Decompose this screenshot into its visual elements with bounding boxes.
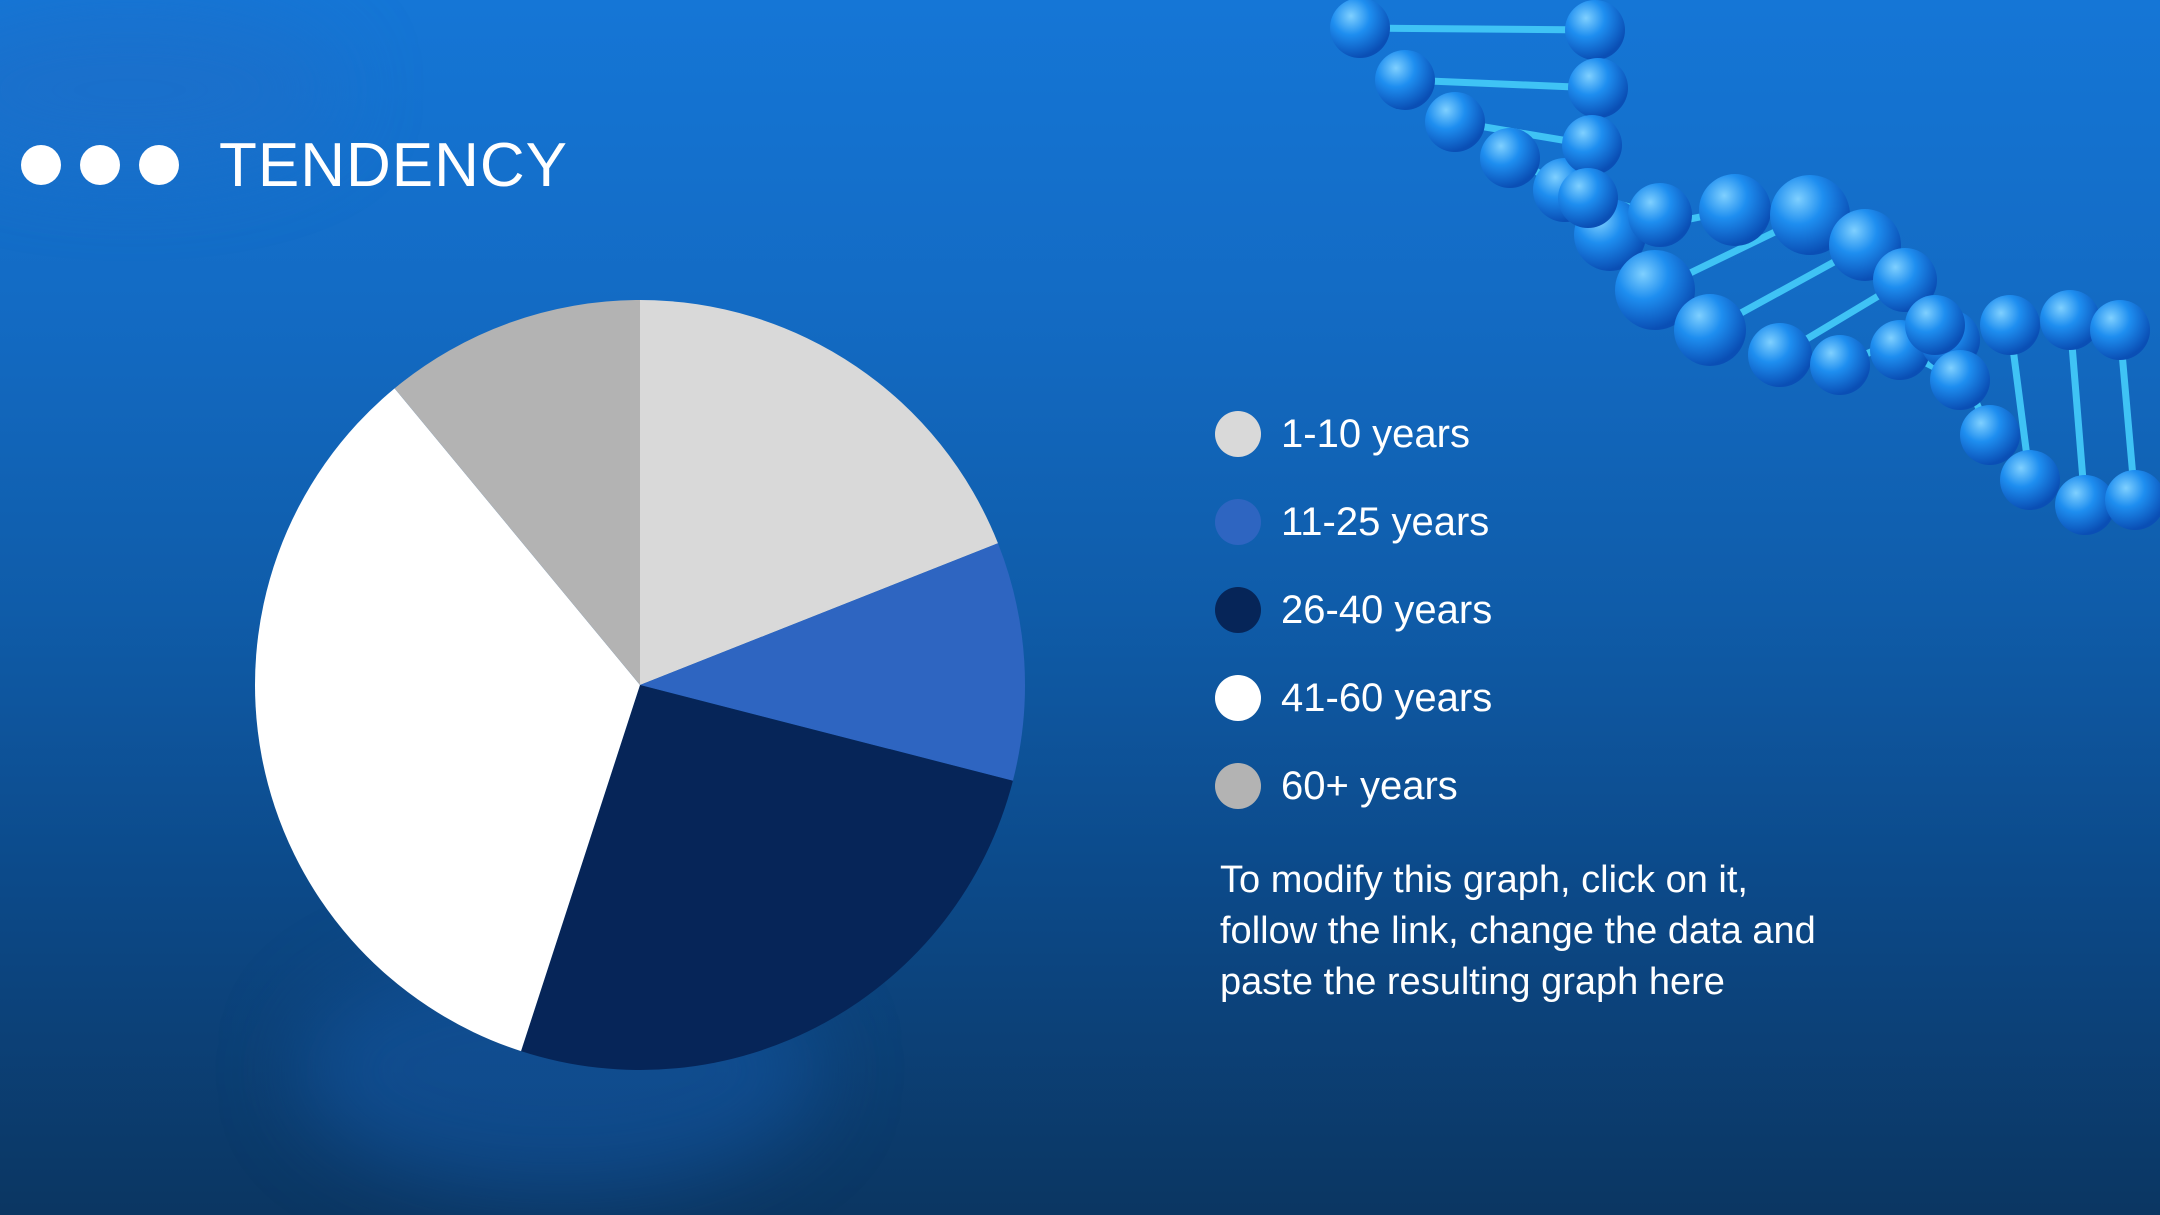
- helix-bead: [1930, 350, 1990, 410]
- pie-slice-41-60-years[interactable]: [254, 388, 640, 1052]
- helix-bead: [2105, 470, 2160, 530]
- title-bullets: [21, 145, 179, 185]
- legend-swatch: [1215, 675, 1261, 721]
- note-line: follow the link, change the data and: [1220, 910, 1816, 952]
- slide-title: TENDENCY: [219, 131, 569, 200]
- legend-swatch: [1215, 499, 1261, 545]
- note-line: To modify this graph, click on it,: [1220, 859, 1748, 901]
- pie-chart[interactable]: [250, 295, 1030, 1075]
- legend-swatch: [1215, 587, 1261, 633]
- legend-swatch: [1215, 763, 1261, 809]
- helix-bead: [2090, 300, 2150, 360]
- bullet-dot: [80, 145, 120, 185]
- helix-bead: [1628, 183, 1692, 247]
- helix-bead: [1960, 405, 2020, 465]
- helix-bead: [1699, 174, 1771, 246]
- chart-legend: 1-10 years 11-25 years 26-40 years 41-60 ye…: [1215, 390, 1492, 830]
- legend-item: 26-40 years: [1215, 566, 1492, 654]
- helix-bead: [1568, 58, 1628, 118]
- helix-bead: [1748, 323, 1812, 387]
- helix-bead: [1425, 92, 1485, 152]
- legend-item: 60+ years: [1215, 742, 1492, 830]
- helix-bead: [1375, 50, 1435, 110]
- legend-label: 26-40 years: [1281, 588, 1493, 632]
- helix-bead: [2000, 450, 2060, 510]
- helix-bead: [2040, 290, 2100, 350]
- note-line: paste the resulting graph here: [1220, 961, 1725, 1003]
- legend-label: 1-10 years: [1281, 412, 1470, 456]
- legend-label: 60+ years: [1281, 764, 1458, 808]
- helix-bead: [1770, 175, 1850, 255]
- helix-bead: [1480, 128, 1540, 188]
- legend-label: 11-25 years: [1281, 500, 1490, 544]
- helix-bead: [1558, 168, 1618, 228]
- legend-label: 41-60 years: [1281, 676, 1493, 720]
- helix-bead: [1674, 294, 1746, 366]
- helix-bead: [1980, 295, 2040, 355]
- helix-bead: [1562, 115, 1622, 175]
- pie-slice-26-40-years[interactable]: [521, 685, 1013, 1071]
- helix-rung: [1356, 24, 1599, 34]
- pie-slice-11-25-years[interactable]: [640, 543, 1025, 781]
- instruction-note: To modify this graph, click on it, follo…: [1220, 855, 1980, 1008]
- pie-slice-1-10-years[interactable]: [640, 300, 998, 685]
- helix-rung: [2066, 316, 2089, 509]
- bullet-dot: [21, 145, 61, 185]
- helix-bead: [1615, 250, 1695, 330]
- legend-item: 1-10 years: [1215, 390, 1492, 478]
- helix-bead: [1873, 248, 1937, 312]
- helix-bead: [1905, 295, 1965, 355]
- helix-bead: [2055, 475, 2115, 535]
- legend-item: 41-60 years: [1215, 654, 1492, 742]
- legend-swatch: [1215, 411, 1261, 457]
- helix-bead: [1810, 335, 1870, 395]
- legend-item: 11-25 years: [1215, 478, 1492, 566]
- helix-rung: [1401, 76, 1602, 92]
- bullet-dot: [139, 145, 179, 185]
- helix-bead: [1565, 0, 1625, 60]
- pie-slice-60-years[interactable]: [394, 300, 640, 685]
- helix-bead: [1330, 0, 1390, 58]
